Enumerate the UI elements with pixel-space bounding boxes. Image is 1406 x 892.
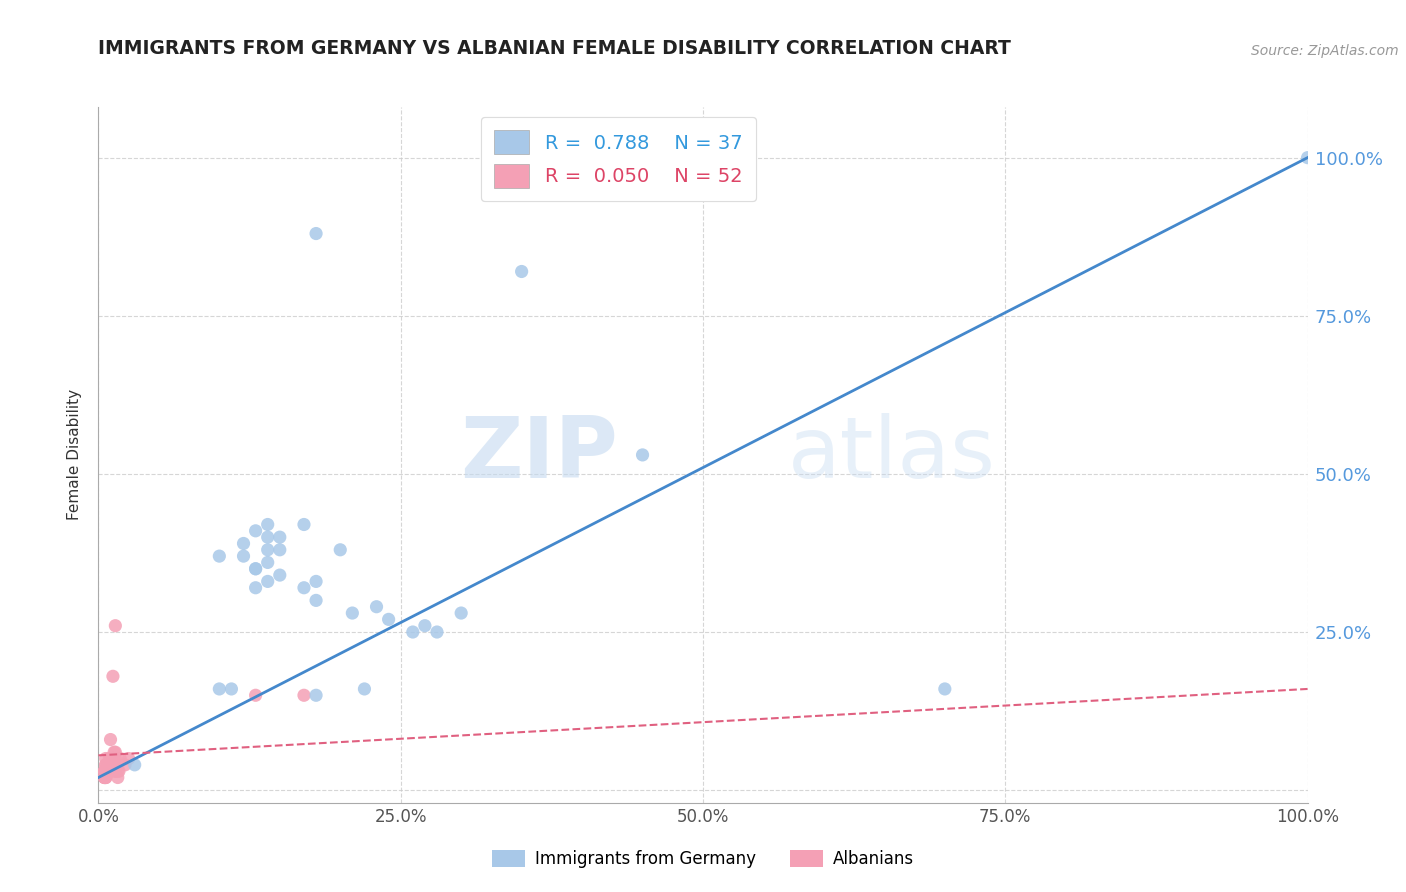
Point xyxy=(631,448,654,462)
Point xyxy=(98,764,121,779)
Point xyxy=(94,764,117,779)
Point xyxy=(94,771,117,785)
Point xyxy=(98,757,121,772)
Point xyxy=(98,751,121,765)
Point xyxy=(104,745,127,759)
Point xyxy=(934,681,956,696)
Text: Source: ZipAtlas.com: Source: ZipAtlas.com xyxy=(1251,44,1399,58)
Point xyxy=(97,757,120,772)
Point xyxy=(232,536,254,550)
Point xyxy=(101,757,124,772)
Point xyxy=(98,764,121,779)
Point xyxy=(256,556,278,570)
Point xyxy=(93,771,115,785)
Point xyxy=(256,530,278,544)
Point xyxy=(256,517,278,532)
Point xyxy=(98,764,121,779)
Point xyxy=(101,669,124,683)
Point xyxy=(100,732,122,747)
Point xyxy=(269,530,291,544)
Point xyxy=(94,757,117,772)
Point xyxy=(93,764,115,779)
Point xyxy=(98,757,121,772)
Point xyxy=(98,757,121,772)
Point xyxy=(305,593,328,607)
Point xyxy=(104,751,127,765)
Point xyxy=(98,757,121,772)
Point xyxy=(118,751,141,765)
Point xyxy=(342,606,364,620)
Point xyxy=(256,542,278,557)
Text: ZIP: ZIP xyxy=(461,413,619,497)
Point xyxy=(104,764,127,779)
Text: atlas: atlas xyxy=(787,413,995,497)
Y-axis label: Female Disability: Female Disability xyxy=(67,389,83,521)
Point xyxy=(124,757,146,772)
Point xyxy=(107,771,129,785)
Point xyxy=(94,764,117,779)
Point xyxy=(98,764,121,779)
Point xyxy=(101,757,124,772)
Point xyxy=(366,599,388,614)
Point xyxy=(305,574,328,589)
Point xyxy=(221,681,243,696)
Point xyxy=(101,751,124,765)
Text: IMMIGRANTS FROM GERMANY VS ALBANIAN FEMALE DISABILITY CORRELATION CHART: IMMIGRANTS FROM GERMANY VS ALBANIAN FEMA… xyxy=(98,39,1011,58)
Point xyxy=(108,751,131,765)
Point xyxy=(98,757,121,772)
Point xyxy=(104,764,127,779)
Point xyxy=(93,764,115,779)
Point xyxy=(402,625,425,640)
Point xyxy=(450,606,472,620)
Point xyxy=(245,562,267,576)
Point xyxy=(98,764,121,779)
Point xyxy=(245,562,267,576)
Point xyxy=(208,549,231,563)
Point xyxy=(94,757,117,772)
Point xyxy=(245,688,267,702)
Point xyxy=(97,757,120,772)
Point xyxy=(292,517,315,532)
Point xyxy=(1296,151,1319,165)
Point xyxy=(107,764,129,779)
Point xyxy=(245,581,267,595)
Point xyxy=(305,227,328,241)
Point xyxy=(114,757,136,772)
Point xyxy=(269,542,291,557)
Point xyxy=(292,688,315,702)
Point xyxy=(208,681,231,696)
Point xyxy=(101,757,124,772)
Point xyxy=(108,764,131,779)
Point xyxy=(93,764,115,779)
Point xyxy=(377,612,399,626)
Point xyxy=(353,681,375,696)
Point xyxy=(94,751,117,765)
Point xyxy=(510,264,533,278)
Point xyxy=(256,574,278,589)
Point xyxy=(269,568,291,582)
Point xyxy=(98,757,121,772)
Point xyxy=(292,581,315,595)
Point xyxy=(329,542,352,557)
Point xyxy=(93,771,115,785)
Point xyxy=(98,764,121,779)
Point xyxy=(232,549,254,563)
Point xyxy=(103,745,125,759)
Legend: R =  0.788    N = 37, R =  0.050    N = 52: R = 0.788 N = 37, R = 0.050 N = 52 xyxy=(481,117,756,202)
Legend: Immigrants from Germany, Albanians: Immigrants from Germany, Albanians xyxy=(485,843,921,875)
Point xyxy=(426,625,449,640)
Point xyxy=(104,618,127,632)
Point xyxy=(245,524,267,538)
Point xyxy=(94,771,117,785)
Point xyxy=(93,771,115,785)
Point xyxy=(100,751,122,765)
Point xyxy=(94,771,117,785)
Point xyxy=(413,618,436,632)
Point xyxy=(101,751,124,765)
Point xyxy=(98,764,121,779)
Point xyxy=(305,688,328,702)
